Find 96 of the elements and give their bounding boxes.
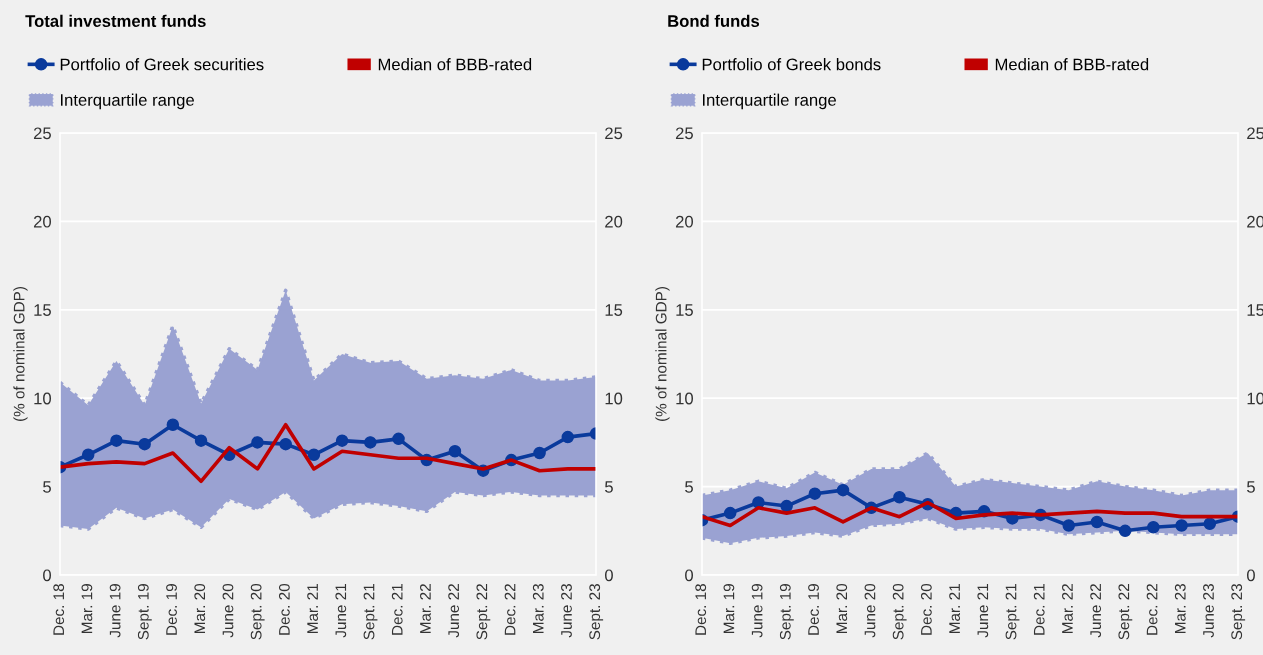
x-tick-label: June 21 [977,584,989,638]
x-tick-label: Dec. 19 [166,584,177,635]
y2-tick-label: 25 [605,127,623,140]
point [335,434,349,447]
legend-label: Portfolio of Greek securities [60,58,264,71]
x-tick-label: Sept. 19 [779,584,794,640]
point [1090,515,1104,529]
y-tick-label: 10 [34,392,52,405]
y2-tick-label: 0 [604,569,613,582]
y-tick-label: 5 [685,481,693,493]
x-tick-label: June 22 [448,584,460,638]
y-tick-label: 25 [675,127,693,140]
y-axis-title: (% of nominal GDP) [13,287,28,421]
point [251,436,264,449]
point [1147,521,1160,534]
x-tick-label: Dec. 20 [278,583,290,635]
x-tick-label: Mar. 21 [307,584,318,634]
y-tick-label: 25 [33,127,51,140]
point [780,499,793,513]
point [723,506,737,520]
x-tick-label: Mar. 20 [194,583,206,634]
y2-tick-label: 5 [605,481,613,493]
x-tick-label: Dec. 22 [1146,584,1158,635]
x-tick-label: Dec. 18 [53,583,65,635]
x-tick-label: June 20 [222,583,234,638]
x-tick-label: Sept. 23 [1231,584,1246,640]
point [166,418,180,431]
point [836,483,850,497]
x-tick-label: Mar. 20 [836,583,848,634]
y2-tick-label: 10 [605,392,623,405]
legend-label: Median of BBB-rated [378,58,532,71]
point [392,432,405,446]
y-tick-label: 20 [675,215,694,228]
y-tick-label: 0 [43,569,52,582]
x-tick-label: Mar. 21 [949,584,960,634]
y-axis-title: (% of nominal GDP) [655,287,670,421]
x-tick-label: June 19 [109,584,121,638]
x-tick-label: Sept. 20 [892,583,907,640]
point [893,490,906,504]
legend-label: Portfolio of Greek bonds [702,58,881,71]
point [1062,519,1075,532]
y-tick-label: 15 [34,304,51,316]
point [533,446,546,460]
x-tick-label: June 19 [751,584,763,638]
point [138,437,151,451]
x-tick-label: Mar. 23 [1174,584,1186,634]
point [561,430,575,444]
point [194,434,208,447]
x-tick-label: June 21 [335,584,347,638]
y2-tick-label: 20 [605,215,623,228]
x-tick-label: Sept. 22 [1118,584,1133,640]
x-tick-label: Dec. 18 [695,583,707,635]
x-tick-label: Mar. 19 [81,584,93,634]
point [1118,524,1132,538]
x-tick-label: Dec. 21 [1033,584,1045,635]
y-tick-label: 5 [43,481,51,493]
y-tick-label: 10 [676,392,694,405]
legend-label: Interquartile range [60,93,194,110]
x-tick-label: June 23 [1203,584,1214,638]
legend-label: Interquartile range [702,93,836,110]
y-tick-label: 0 [685,569,694,582]
x-tick-label: June 20 [864,583,876,638]
x-tick-label: Sept. 19 [137,584,152,640]
point [448,444,462,458]
x-tick-label: June 23 [561,584,572,638]
x-tick-label: Dec. 21 [391,584,403,635]
chart-title: Bond funds [668,14,760,27]
point [307,448,321,462]
point [81,448,95,462]
x-tick-label: Mar. 22 [420,584,431,634]
chart-title: Total investment funds [25,14,206,27]
y-tick-label: 20 [33,215,52,228]
x-tick-label: Sept. 21 [1005,584,1020,640]
x-tick-label: Dec. 19 [808,584,819,635]
point [1175,519,1188,532]
point [279,437,292,451]
x-tick-label: Mar. 23 [532,584,544,634]
x-tick-label: Sept. 22 [476,584,491,640]
line-series [60,422,596,484]
y-tick-label: 15 [676,304,693,316]
x-tick-label: Mar. 19 [723,584,735,634]
x-tick-label: Mar. 22 [1062,584,1073,634]
point [808,487,822,500]
point [110,434,123,447]
legend-label: Median of BBB-rated [995,58,1149,71]
x-tick-label: Dec. 22 [504,584,516,635]
y2-tick-label: 15 [605,304,623,316]
x-tick-label: June 22 [1090,584,1102,638]
y2-tick-label: 5 [1247,481,1255,493]
x-tick-label: Sept. 23 [589,584,604,640]
y2-tick-label: 0 [1246,569,1255,582]
x-tick-label: Sept. 20 [250,583,265,640]
x-tick-label: Sept. 21 [363,584,378,640]
x-tick-label: Dec. 20 [920,583,932,635]
point [364,436,377,449]
point [1203,517,1217,530]
